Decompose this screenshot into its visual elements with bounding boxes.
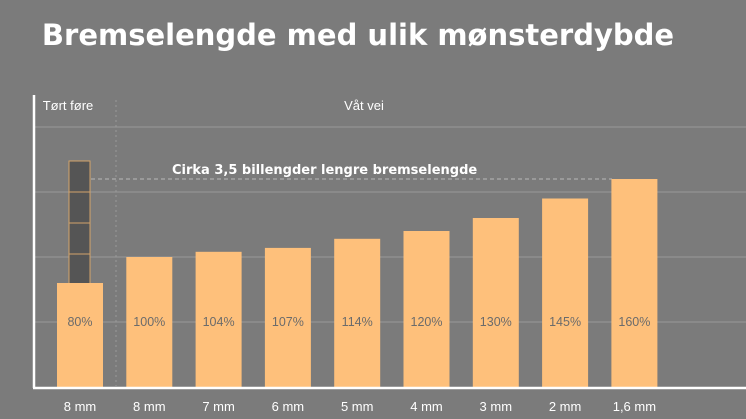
x-tick-label: 4 mm: [410, 399, 443, 414]
chart-title: Bremselengde med ulik mønsterdybde: [42, 18, 674, 52]
bar-value-label: 145%: [549, 315, 581, 329]
bar: [472, 218, 519, 387]
x-tick-label: 2 mm: [549, 399, 582, 414]
bar-value-label: 160%: [618, 315, 650, 329]
bars: [57, 179, 658, 387]
x-tick-label: 3 mm: [480, 399, 513, 414]
car-length-box: [68, 253, 91, 286]
bar-value-label: 120%: [411, 315, 443, 329]
car-length-boxes: [68, 160, 91, 286]
bar: [403, 231, 450, 387]
bar: [57, 283, 103, 387]
x-tick-label: 1,6 mm: [613, 399, 656, 414]
bar: [334, 238, 381, 387]
x-tick-labels: 8 mm 8 mm 7 mm 6 mm 5 mm 4 mm 3 mm 2 mm 1,6 mm: [64, 399, 656, 414]
bar-value-label: 80%: [67, 315, 92, 329]
bar: [126, 257, 173, 387]
bar: [264, 247, 311, 387]
bar-value-label: 114%: [342, 315, 373, 329]
car-length-box: [68, 222, 91, 255]
bar-value-label: 107%: [272, 315, 304, 329]
bar-value-label: 104%: [203, 315, 235, 329]
section-label-wet: Våt vei: [344, 98, 384, 113]
x-tick-label: 5 mm: [341, 399, 374, 414]
x-tick-label: 6 mm: [272, 399, 305, 414]
x-tick-label: 8 mm: [64, 399, 97, 414]
car-length-box: [68, 191, 91, 224]
x-tick-label: 8 mm: [133, 399, 166, 414]
data-labels: 80% 100% 104% 107% 114% 120% 130% 145% 160%: [67, 315, 650, 329]
section-label-dry: Tørt føre: [43, 98, 94, 113]
bar-value-label: 100%: [133, 315, 165, 329]
bar-value-label: 130%: [480, 315, 512, 329]
annotation-text: Cirka 3,5 billengder lengre bremselengde: [172, 163, 477, 178]
bar: [195, 251, 242, 387]
x-tick-label: 7 mm: [202, 399, 235, 414]
bar: [611, 179, 658, 387]
bar: [542, 198, 589, 387]
car-length-box: [68, 160, 91, 193]
